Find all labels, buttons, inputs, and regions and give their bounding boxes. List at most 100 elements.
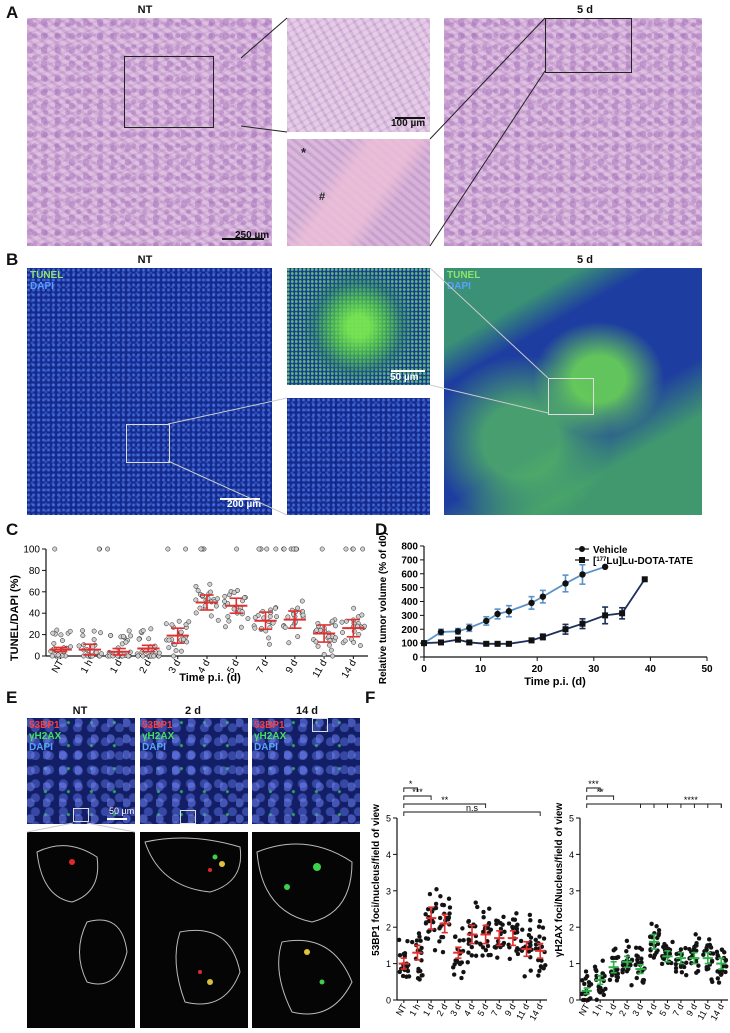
data-point — [582, 997, 587, 1003]
data-point — [405, 938, 410, 944]
data-point — [350, 546, 356, 552]
data-point — [613, 946, 618, 951]
series-line — [423, 565, 606, 644]
x-tick-label: 0 — [421, 664, 427, 675]
x-tick-label: 1 d — [421, 1002, 436, 1018]
data-point — [451, 972, 457, 977]
x-tick-label: NT — [577, 1002, 592, 1018]
nucleus-outlines — [256, 843, 353, 1015]
scale-bar-label: 250 µm — [235, 230, 270, 241]
data-point — [670, 939, 675, 945]
scale-bar — [220, 498, 260, 500]
data-point — [460, 926, 465, 931]
data-point — [222, 598, 228, 604]
y-axis-label: TUNEL/DAPI (%) — [9, 575, 21, 662]
y-tick-label: 300 — [401, 611, 418, 622]
legend-dapi: DAPI — [29, 742, 53, 753]
data-point — [438, 894, 443, 899]
significance-bracket — [403, 811, 541, 816]
data-point — [447, 905, 453, 910]
data-point — [252, 615, 258, 621]
y-tick-label: 500 — [401, 583, 418, 594]
y-axis-label: Relative tumor volume (% of d0) — [378, 532, 389, 684]
legend-label-vehicle: Vehicle — [593, 545, 628, 556]
data-point — [267, 641, 272, 647]
data-point — [562, 626, 569, 633]
y-tick-label: 800 — [401, 542, 418, 553]
tunel-zoom-5d: 50 µm — [287, 268, 430, 385]
data-point — [678, 947, 684, 952]
data-point — [495, 955, 500, 960]
significance-label: **** — [684, 795, 699, 805]
data-point — [340, 630, 345, 636]
data-point — [466, 950, 471, 955]
panel-b-title-nt: NT — [137, 254, 153, 266]
significance-bracket — [586, 787, 601, 792]
y-tick-label: 20 — [29, 630, 41, 641]
data-point — [584, 973, 590, 979]
data-point — [536, 973, 541, 978]
x-tick-label: 1 h — [590, 1002, 605, 1018]
y-tick-label: 2 — [386, 923, 391, 933]
data-point — [123, 639, 129, 645]
scale-bar — [395, 117, 425, 119]
data-point — [80, 633, 86, 639]
data-point — [528, 918, 533, 923]
data-point — [520, 927, 525, 932]
data-point — [49, 653, 55, 659]
zoom-connector-lines-b — [167, 267, 549, 516]
y-tick-label: 4 — [386, 850, 391, 860]
data-point — [105, 546, 111, 552]
data-point — [481, 909, 486, 915]
data-point — [418, 938, 423, 944]
data-point — [293, 546, 299, 552]
data-point — [704, 967, 710, 972]
data-point — [434, 886, 439, 892]
x-tick-label: 10 — [475, 664, 487, 675]
x-axis-label: Time p.i. (d) — [179, 672, 241, 684]
data-point — [626, 944, 631, 950]
data-point — [457, 938, 462, 943]
he-zoom-5d: * # — [287, 139, 430, 246]
panel-label-b: B — [6, 250, 19, 269]
x-tick-label: 5 d — [657, 1002, 672, 1018]
data-point — [50, 630, 56, 636]
data-point — [659, 961, 665, 967]
data-point — [215, 617, 221, 623]
data-point — [673, 965, 679, 971]
data-point — [522, 974, 527, 979]
x-tick-label: 7 d — [489, 1002, 504, 1018]
x-tick-label: 5 d — [475, 1002, 490, 1018]
y-tick-label: 0 — [34, 652, 40, 663]
zoom-box — [180, 810, 196, 824]
data-point — [614, 955, 620, 961]
legend-tunel: TUNEL — [447, 270, 481, 281]
data-point — [454, 636, 461, 643]
data-point — [330, 653, 335, 659]
data-point — [537, 968, 542, 974]
x-tick-label: 14 d — [709, 1002, 726, 1022]
data-point — [709, 959, 715, 964]
data-point — [222, 593, 228, 599]
data-point — [634, 975, 640, 981]
data-point — [207, 581, 213, 587]
y-tick-label: 600 — [401, 569, 418, 580]
data-point — [651, 955, 657, 960]
zoom-box — [126, 424, 170, 463]
data-point — [231, 590, 237, 596]
data-point — [710, 979, 715, 985]
x-tick-label: 1 d — [603, 1002, 618, 1018]
data-point — [715, 976, 721, 981]
data-point — [480, 953, 485, 958]
data-point — [427, 891, 433, 897]
data-point — [507, 956, 513, 962]
data-point — [195, 588, 201, 594]
x-tick-label: NT — [50, 658, 66, 675]
x-tick-label: 1 d — [108, 658, 124, 676]
data-point — [683, 972, 689, 978]
data-point — [515, 946, 520, 951]
x-tick-label: 1 h — [407, 1002, 422, 1018]
data-point — [537, 934, 542, 939]
legend-tunel: TUNEL — [30, 270, 64, 281]
data-point — [96, 546, 102, 552]
